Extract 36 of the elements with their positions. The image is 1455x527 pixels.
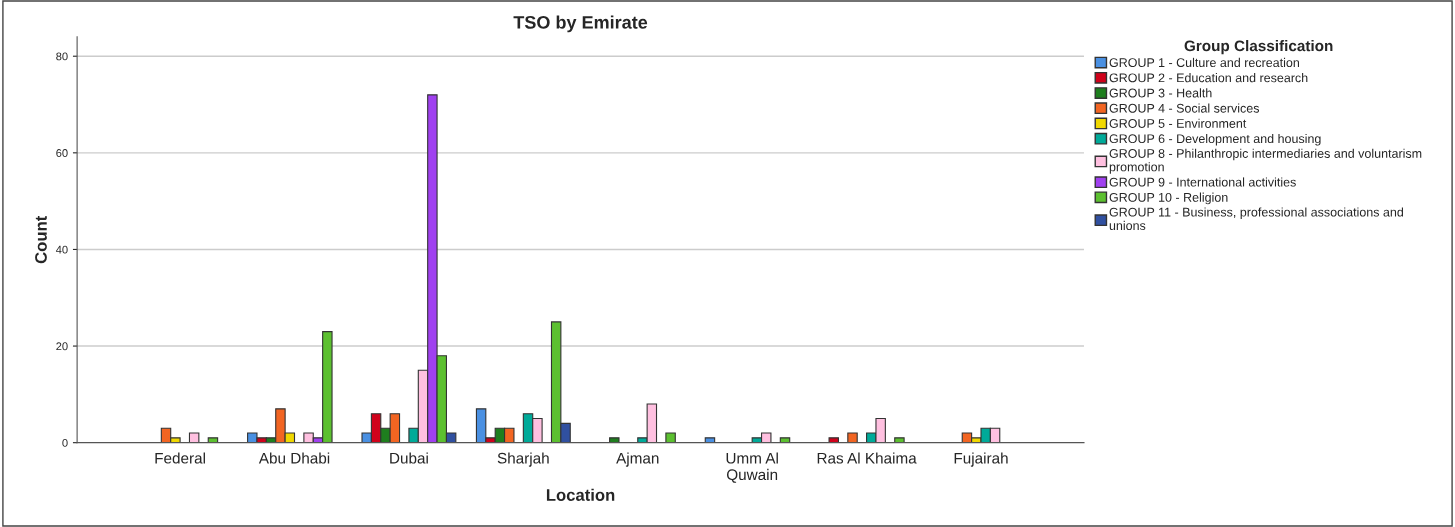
legend-label: GROUP 4 - Social services (1109, 103, 1260, 113)
bar (847, 432, 858, 443)
legend-label: GROUP 11 - Business, professional associations and unions (1109, 207, 1404, 231)
legend-label: GROUP 1 - Culture and recreation (1109, 57, 1299, 68)
x-tick-label: Umm Al Quwain (726, 452, 778, 483)
bar (828, 437, 839, 443)
y-tick-label: 60 (56, 149, 68, 157)
legend-label: GROUP 3 - Health (1109, 88, 1212, 98)
x-tick-label: Ras Al Khaima (817, 452, 917, 464)
y-tick-label: 40 (55, 245, 68, 254)
bar (704, 437, 716, 443)
y-tick-label: 20 (56, 342, 68, 351)
legend-label: GROUP 10 - Religion (1109, 192, 1228, 205)
legend-title: Group Classification (1184, 40, 1333, 55)
legend-label: GROUP 8 - Philanthropic intermediaries and voluntarism promotion (1109, 148, 1422, 174)
x-axis-title: Location (546, 488, 615, 501)
x-tick-label: Dubai (390, 452, 428, 464)
chart-title: TSO by Emirate (513, 15, 648, 33)
x-tick-label: Sharjah (497, 452, 549, 467)
legend-label: GROUP 9 - International activities (1109, 177, 1296, 187)
bar (894, 437, 905, 443)
bar (207, 437, 219, 443)
x-tick-label: Ajman (616, 452, 659, 467)
y-axis-title: Count (35, 215, 47, 264)
bar (609, 437, 620, 443)
bar (188, 432, 200, 443)
bar (665, 432, 676, 443)
y-tick-label: 80 (56, 52, 68, 61)
bar (779, 437, 791, 443)
legend-label: GROUP 2 - Education and research (1109, 73, 1308, 83)
legend-label: GROUP 6 - Development and housing (1109, 133, 1321, 146)
legend-label: GROUP 5 - Environment (1109, 118, 1247, 128)
x-tick-label: Abu Dhabi (258, 452, 330, 464)
x-tick-label: Federal (155, 452, 205, 464)
x-tick-label: Fujairah (954, 452, 1008, 467)
y-tick-label: 0 (62, 438, 68, 447)
